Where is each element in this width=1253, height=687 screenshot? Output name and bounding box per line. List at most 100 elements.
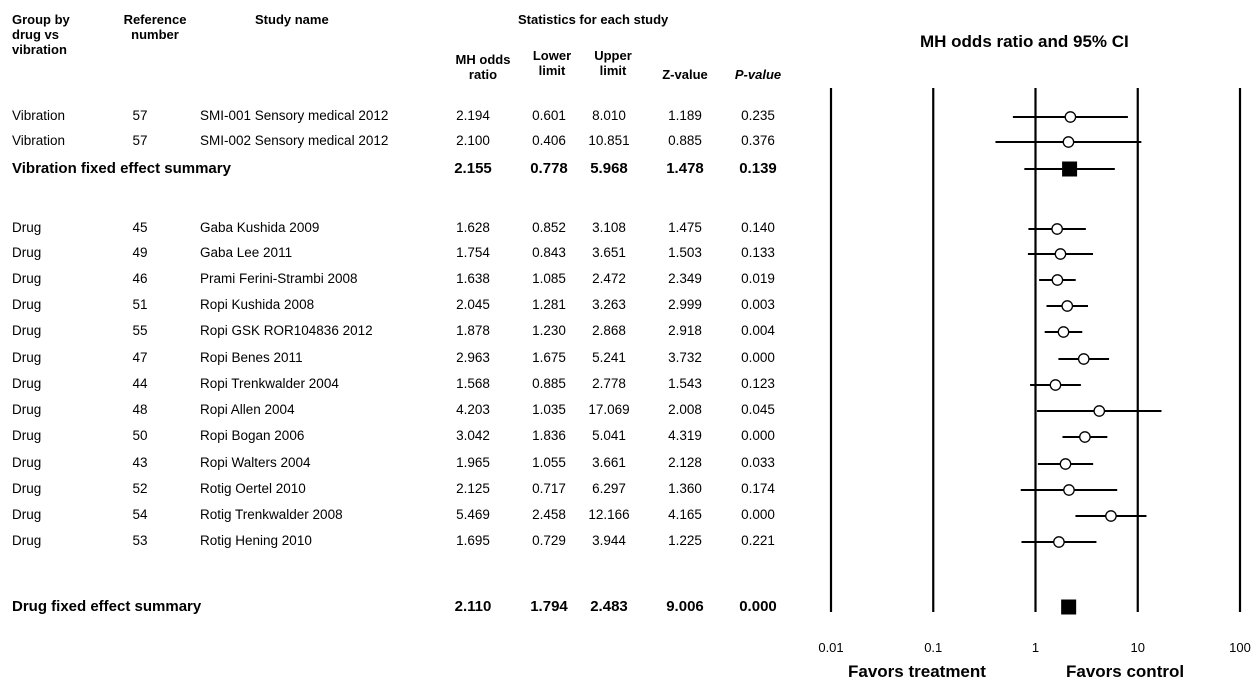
header-ref-line1: Reference (123, 12, 187, 27)
header-mh-line2: ratio (468, 67, 498, 82)
p-cell: 0.376 (741, 133, 775, 148)
z-cell: 1.503 (668, 245, 702, 260)
p-cell: 0.003 (741, 297, 775, 312)
group-cell: Drug (12, 350, 42, 365)
or-cell: 5.469 (456, 507, 490, 522)
z-cell: 3.732 (668, 350, 702, 365)
z-cell: 1.360 (668, 481, 702, 496)
header-upper: Upper limit (578, 48, 648, 78)
z-cell: 1.478 (666, 160, 704, 177)
header-mh-line1: MH odds (455, 52, 511, 67)
ref-cell: 54 (132, 507, 148, 522)
header-stats: Statistics for each study (518, 12, 669, 27)
p-cell: 0.000 (739, 598, 777, 615)
x-tick-label: 1 (1032, 640, 1039, 655)
p-cell: 0.000 (741, 507, 775, 522)
group-cell: Drug (12, 402, 42, 417)
z-cell: 2.128 (668, 455, 702, 470)
p-cell: 0.133 (741, 245, 775, 260)
upper-cell: 3.263 (592, 297, 626, 312)
study-point (1105, 510, 1117, 522)
group-cell: Vibration (12, 133, 66, 148)
summary-marker (1062, 161, 1078, 177)
group-cell: Drug (12, 323, 42, 338)
p-cell: 0.045 (741, 402, 775, 417)
ref-cell: 43 (132, 455, 148, 470)
ref-cell: 50 (132, 428, 148, 443)
or-cell: 2.963 (456, 350, 490, 365)
upper-cell: 3.944 (592, 533, 626, 548)
x-tick-label: 10 (1131, 640, 1145, 655)
upper-cell: 17.069 (588, 402, 630, 417)
header-group-line2: drug vs (12, 27, 59, 42)
study-cell: Ropi Allen 2004 (200, 402, 295, 417)
group-cell: Drug (12, 220, 42, 235)
z-cell: 4.165 (668, 507, 702, 522)
z-cell: 2.999 (668, 297, 702, 312)
upper-cell: 5.241 (592, 350, 626, 365)
plot-title: MH odds ratio and 95% CI (920, 32, 1129, 51)
study-point (1049, 379, 1062, 391)
or-cell: 2.045 (456, 297, 490, 312)
study-point (1061, 300, 1074, 312)
header-ref: Reference number (115, 12, 195, 42)
x-tick-label: 100 (1229, 640, 1251, 655)
study-cell: Rotig Trenkwalder 2008 (200, 507, 343, 522)
or-cell: 2.194 (456, 108, 490, 123)
z-cell: 4.319 (668, 428, 702, 443)
z-cell: 9.006 (666, 598, 704, 615)
summary-label: Vibration fixed effect summary (12, 160, 231, 177)
p-cell: 0.235 (741, 108, 775, 123)
z-cell: 2.008 (668, 402, 702, 417)
p-cell: 0.221 (741, 533, 775, 548)
lower-cell: 1.085 (532, 271, 566, 286)
or-cell: 3.042 (456, 428, 490, 443)
or-cell: 2.100 (456, 133, 490, 148)
study-cell: Rotig Hening 2010 (200, 533, 312, 548)
p-cell: 0.004 (741, 323, 775, 338)
or-cell: 1.638 (456, 271, 490, 286)
lower-cell: 0.729 (532, 533, 566, 548)
group-cell: Drug (12, 245, 42, 260)
lower-cell: 0.406 (532, 133, 566, 148)
header-group-line1: Group by (12, 12, 70, 27)
header-z: Z-value (662, 67, 708, 82)
z-cell: 0.885 (668, 133, 702, 148)
header-lower: Lower limit (522, 48, 582, 78)
ref-cell: 52 (132, 481, 148, 496)
upper-cell: 8.010 (592, 108, 626, 123)
lower-cell: 0.885 (532, 376, 566, 391)
ref-cell: 55 (132, 323, 148, 338)
study-cell: Rotig Oertel 2010 (200, 481, 306, 496)
ref-cell: 53 (132, 533, 148, 548)
or-cell: 1.628 (456, 220, 490, 235)
upper-cell: 2.472 (592, 271, 626, 286)
group-cell: Drug (12, 533, 42, 548)
header-ref-line2: number (131, 27, 179, 42)
study-cell: Ropi Trenkwalder 2004 (200, 376, 339, 391)
summary-marker (1061, 599, 1077, 615)
p-cell: 0.000 (741, 428, 775, 443)
header-group-line3: vibration (12, 42, 67, 57)
or-cell: 1.878 (456, 323, 490, 338)
z-cell: 1.225 (668, 533, 702, 548)
header-upper-line1: Upper (594, 48, 632, 63)
lower-cell: 1.675 (532, 350, 566, 365)
study-point (1053, 536, 1065, 548)
favors-control-label: Favors control (1066, 662, 1185, 681)
upper-cell: 5.968 (590, 160, 628, 177)
z-cell: 1.189 (668, 108, 702, 123)
study-cell: Ropi Bogan 2006 (200, 428, 305, 443)
or-cell: 4.203 (456, 402, 490, 417)
upper-cell: 5.041 (592, 428, 626, 443)
lower-cell: 0.601 (532, 108, 566, 123)
upper-cell: 12.166 (588, 507, 630, 522)
ref-cell: 48 (132, 402, 148, 417)
ref-cell: 47 (132, 350, 148, 365)
z-cell: 2.918 (668, 323, 702, 338)
lower-cell: 0.843 (532, 245, 566, 260)
or-cell: 1.754 (456, 245, 490, 260)
group-cell: Vibration (12, 108, 66, 123)
p-cell: 0.000 (741, 350, 775, 365)
z-cell: 1.543 (668, 376, 702, 391)
